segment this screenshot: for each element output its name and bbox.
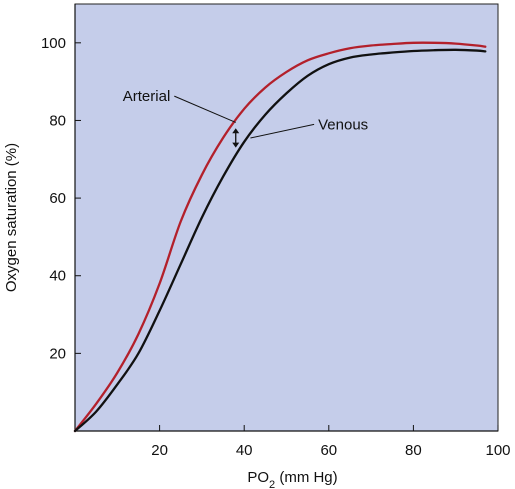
x-tick-label: 60: [320, 442, 337, 459]
annotation-arterial: Arterial: [123, 88, 171, 105]
x-tick-label: 20: [151, 442, 168, 459]
x-axis-title: PO2 (mm Hg): [247, 469, 337, 489]
y-tick-label: 40: [49, 268, 66, 285]
x-axis-title-units: (mm Hg): [275, 469, 338, 486]
annotation-venous-leader: [250, 123, 315, 139]
x-axis-title-main: PO: [247, 469, 269, 486]
y-axis-title: Oxygen saturation (%): [3, 143, 20, 292]
annotation-layer: Arterial Venous: [123, 88, 368, 148]
difference-arrow-head-down: [232, 142, 240, 148]
x-tick-label: 100: [485, 442, 510, 459]
y-tick-label: 80: [49, 112, 66, 129]
series-line-arterial: [73, 41, 487, 433]
plot-area: [74, 3, 499, 432]
annotation-venous: Venous: [318, 116, 368, 133]
y-tick-label: 20: [49, 345, 66, 362]
x-axis-title-subscript: 2: [269, 479, 275, 489]
y-tick-label: 100: [41, 35, 66, 52]
difference-arrow-head-up: [232, 128, 240, 134]
y-tick-label: 60: [49, 190, 66, 207]
annotation-arterial-leader: [174, 95, 236, 123]
x-tick-label: 40: [236, 442, 253, 459]
series-line-venous: [73, 48, 487, 433]
x-tick-label: 80: [405, 442, 422, 459]
series-layer: [73, 41, 487, 433]
axes: 20 40 60 80 100 20 40 60 80 100: [41, 4, 511, 459]
